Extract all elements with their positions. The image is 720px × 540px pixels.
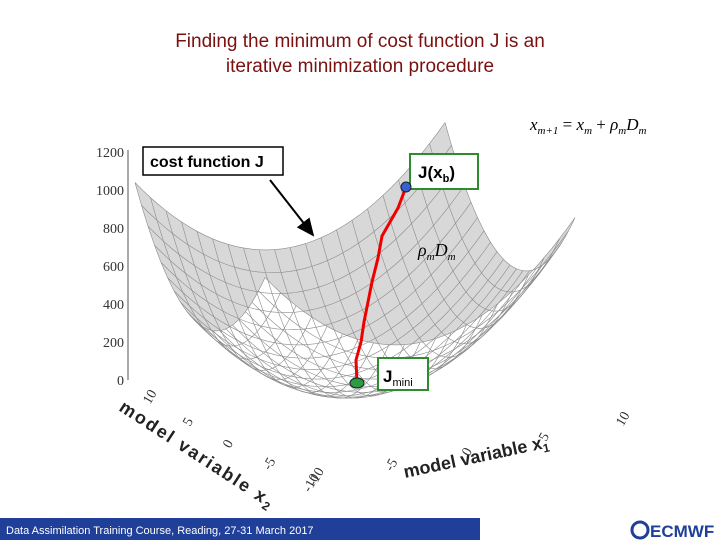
x2-label: model variable x2	[114, 397, 279, 515]
mesh-line	[154, 185, 465, 313]
mesh-line	[193, 259, 504, 388]
mesh-line	[141, 145, 452, 274]
footer: Data Assimilation Training Course, Readi…	[6, 525, 314, 537]
z-tick-label: 400	[103, 298, 124, 313]
formula: xm+1 = xm + ρmDm	[529, 115, 647, 137]
mesh-line	[444, 122, 576, 272]
mesh-line	[382, 195, 514, 345]
label-box	[377, 357, 429, 391]
min-label: Jmini	[383, 367, 413, 389]
mesh-line	[429, 143, 560, 293]
cost-label: cost function J	[150, 154, 264, 171]
x2-tick-label: 10	[140, 387, 160, 407]
title-line: Finding the minimum of cost function J i…	[175, 31, 545, 52]
label-box	[142, 146, 284, 176]
mesh-line	[180, 242, 491, 370]
z-tick-label: 0	[117, 374, 124, 389]
mesh-line	[147, 166, 459, 294]
mesh-line	[199, 264, 511, 393]
min-point	[349, 377, 365, 389]
z-tick-label: 1000	[96, 184, 124, 199]
x1-label: model variable x1	[402, 432, 552, 485]
footer-bar	[0, 518, 480, 540]
descent-path	[354, 186, 408, 384]
mesh-line	[398, 179, 529, 329]
z-tick-label: 800	[103, 222, 124, 237]
mesh-line	[167, 217, 478, 346]
step-label: ρmDm	[417, 240, 456, 263]
x2-tick-label: -5	[260, 455, 279, 473]
z-tick-label: 600	[103, 260, 124, 275]
x1-tick-label: -5	[382, 456, 401, 474]
title-line: iterative minimization procedure	[226, 56, 494, 77]
arrow	[269, 179, 315, 237]
label-box	[409, 153, 479, 190]
z-tick-label: 200	[103, 336, 124, 351]
x2-tick-label: 0	[220, 437, 236, 451]
x1-tick-label: 10	[613, 409, 633, 429]
x2-tick-label: 5	[180, 415, 196, 429]
start-point	[400, 181, 412, 193]
logo: ECMWF	[630, 520, 714, 540]
mesh-line	[173, 230, 485, 359]
mesh-line	[186, 251, 498, 380]
logo-text: ECMWF	[650, 522, 714, 540]
mesh-line	[413, 162, 545, 312]
mesh-line	[160, 202, 472, 331]
z-tick-label: 1200	[96, 146, 124, 161]
mesh-line	[134, 122, 446, 251]
start-label: J(xb)	[418, 163, 455, 185]
